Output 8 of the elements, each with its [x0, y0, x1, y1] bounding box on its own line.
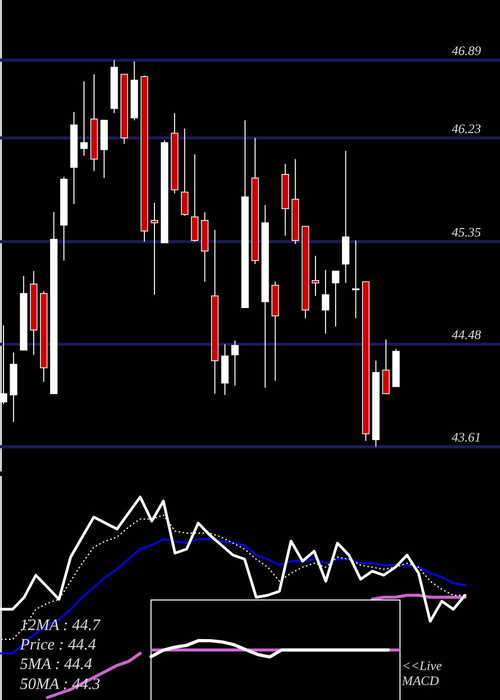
y-tick-label: 46.89 [452, 43, 482, 58]
annotation: Price : 44.4 [19, 636, 96, 654]
y-tick-label: 43.61 [452, 430, 481, 445]
y-tick-label: 44.48 [452, 327, 482, 342]
y-tick-label: 45.35 [452, 224, 482, 240]
annotation: <<Live MACD [401, 658, 442, 688]
annotation: 5MA : 44.4 [20, 656, 92, 674]
y-tick-label: 46.23 [452, 120, 482, 136]
